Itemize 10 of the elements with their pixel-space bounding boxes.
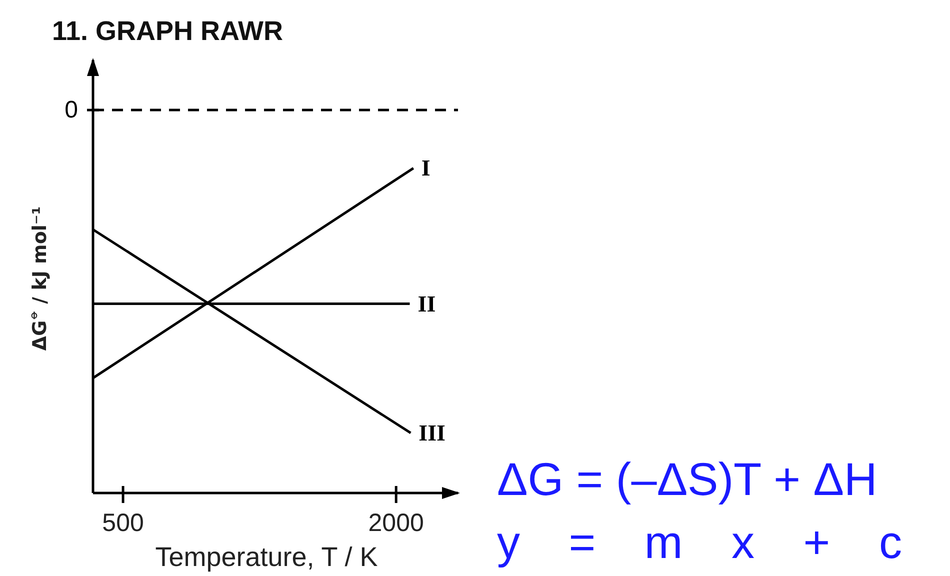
chart-title: 11. GRAPH RAWR xyxy=(52,16,284,46)
text: y = m x + c xyxy=(497,516,902,568)
x-tick-label: 500 xyxy=(102,509,144,537)
series-label: II xyxy=(418,291,436,316)
series-label: I xyxy=(421,156,430,181)
series-label: III xyxy=(418,420,446,446)
x-tick-label: 2000 xyxy=(368,509,424,537)
ref-line-label: 0 xyxy=(64,96,78,124)
x-axis-title: Temperature, T / K xyxy=(155,542,378,572)
text: ΔG = (–ΔS)T + ΔH xyxy=(497,453,878,505)
